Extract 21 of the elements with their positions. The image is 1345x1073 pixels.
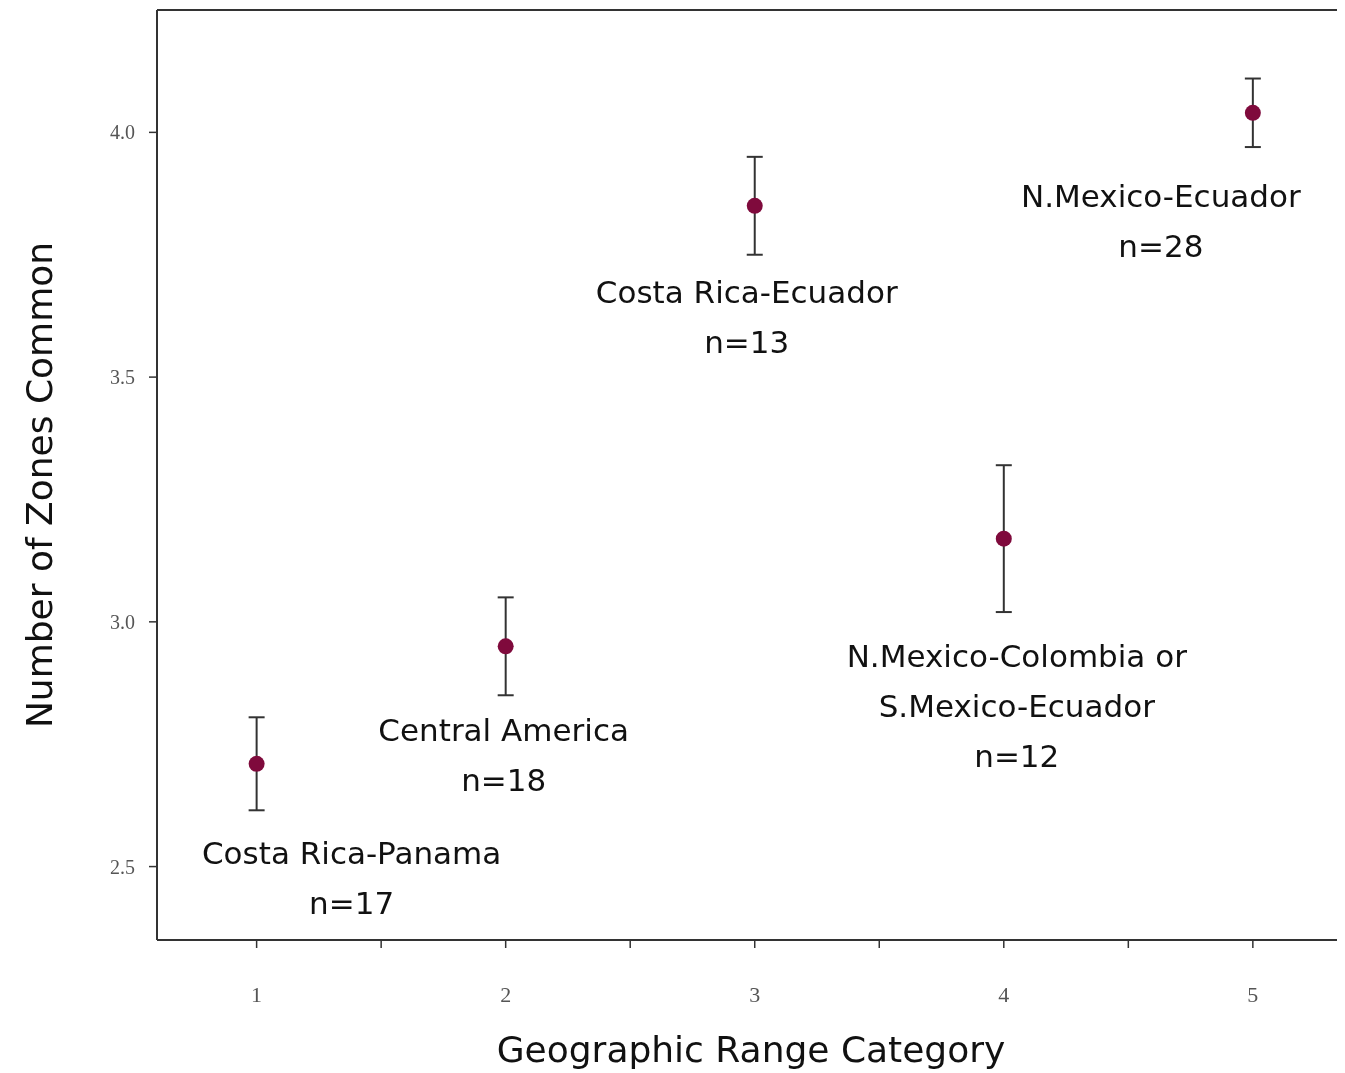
point bbox=[1244, 104, 1261, 121]
x-tick-label: 4 bbox=[998, 982, 1010, 1007]
point bbox=[497, 638, 514, 655]
annotation: Costa Rica-Ecuador n=13 bbox=[595, 273, 898, 360]
y-tick-label: 3.0 bbox=[110, 610, 135, 633]
annotation: N.Mexico-Ecuador n=28 bbox=[1020, 177, 1301, 264]
point bbox=[746, 197, 763, 214]
x-tick-label: 3 bbox=[749, 982, 761, 1007]
y-tick-label: 3.5 bbox=[110, 366, 135, 389]
y-tick-label: 2.5 bbox=[110, 855, 135, 878]
y-axis-title: Number of Zones Common bbox=[19, 241, 60, 729]
x-tick-label: 2 bbox=[500, 982, 512, 1007]
annotation: Central America n=18 bbox=[378, 712, 629, 799]
point bbox=[248, 755, 265, 772]
x-tick-label: 5 bbox=[1247, 982, 1259, 1007]
annotation: Costa Rica-Panama n=17 bbox=[201, 834, 502, 921]
annotation: N.Mexico-Colombia or S.Mexico-Ecuador n=12 bbox=[846, 638, 1188, 775]
y-tick-label: 4.0 bbox=[110, 121, 135, 144]
x-axis-title: Geographic Range Category bbox=[496, 1029, 1006, 1070]
point bbox=[995, 530, 1012, 547]
x-tick-label: 1 bbox=[251, 982, 263, 1007]
